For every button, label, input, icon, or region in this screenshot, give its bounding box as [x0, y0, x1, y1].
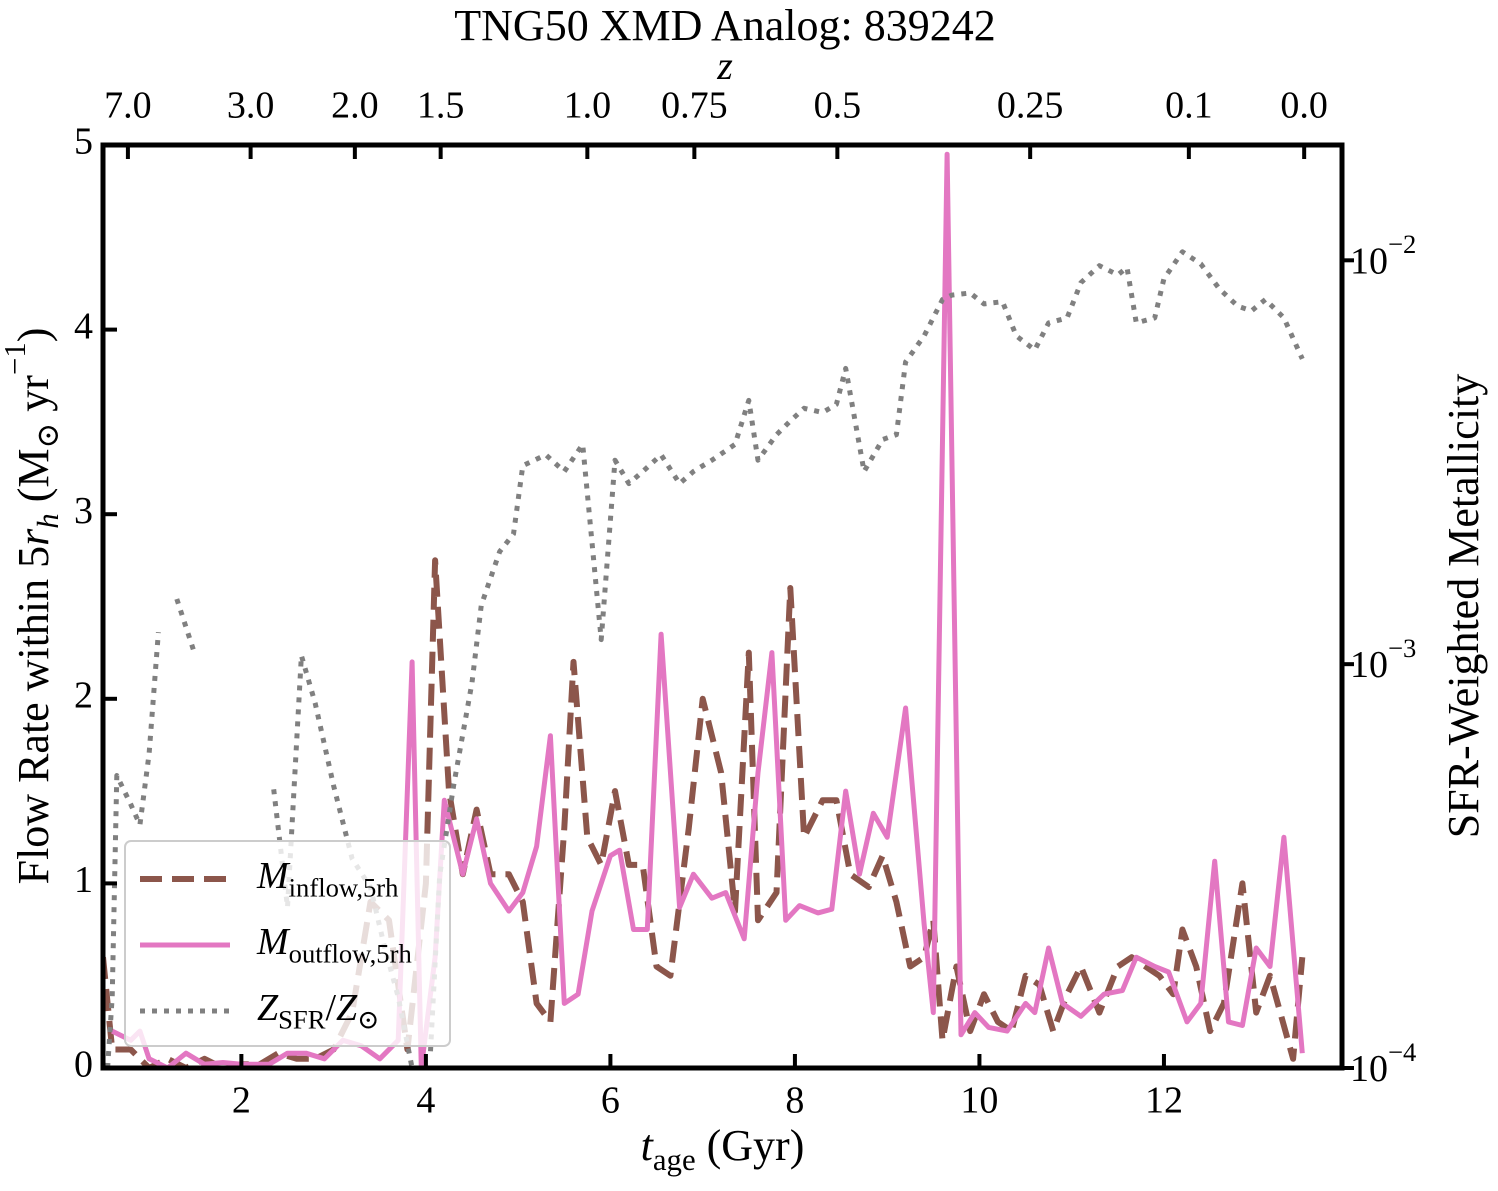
plot-frame	[100, 142, 1345, 1071]
y-tick-label: 0	[74, 1044, 93, 1086]
x2-axis-label: z	[716, 43, 733, 88]
text-part: r	[9, 528, 58, 546]
x2-tick-label: 3.0	[227, 85, 275, 127]
y-axis-label: Flow Rate within 5rh (M⊙ yr−1)	[0, 328, 65, 885]
text-part: )	[9, 328, 58, 343]
text-part: ⊙	[357, 1005, 379, 1035]
text-part: (Gyr)	[696, 1121, 805, 1170]
text-part: M	[256, 921, 291, 963]
y-tick-label: 4	[74, 305, 93, 347]
text-part: −3	[1388, 633, 1416, 663]
text-part: ⊙	[31, 423, 65, 449]
text-part: SFR	[278, 1005, 326, 1035]
text-part: (M	[9, 449, 58, 514]
y2-tick-label: 10−2	[1350, 229, 1416, 282]
text-part: 10	[1350, 644, 1388, 686]
text-part: −2	[1388, 229, 1416, 259]
text-part: M	[256, 855, 291, 897]
y2-tick-label: 10−4	[1350, 1037, 1416, 1090]
text-part: −4	[1388, 1037, 1416, 1067]
text-part: yr	[9, 375, 58, 423]
text-part: outflow,5rh	[289, 939, 412, 969]
text-part: age	[653, 1143, 696, 1177]
x-tick-label: 12	[1145, 1080, 1183, 1122]
chart-title: TNG50 XMD Analog: 839242	[454, 1, 995, 50]
x-axis-label: tage (Gyr)	[641, 1121, 805, 1177]
x2-tick-label: 2.0	[331, 85, 379, 127]
x-tick-label: 4	[416, 1080, 435, 1122]
y2-axis-label: SFR-Weighted Metallicity	[1439, 374, 1488, 839]
text-part: inflow,5rh	[289, 873, 399, 903]
legend-label: Minflow,5rh	[256, 855, 398, 903]
x2-tick-label: 1.0	[564, 85, 612, 127]
legend-label: ZSFR/Z⊙	[257, 987, 379, 1035]
y-tick-label: 3	[74, 490, 93, 532]
text-part: Z	[257, 987, 279, 1029]
y-tick-label: 1	[74, 859, 93, 901]
text-part: 10	[1350, 1048, 1388, 1090]
y-tick-label: 5	[74, 121, 93, 163]
text-part: 10	[1350, 240, 1388, 282]
text-part: h	[31, 513, 65, 528]
y-tick-label: 2	[74, 675, 93, 717]
x-tick-label: 10	[960, 1080, 998, 1122]
x-tick-label: 8	[785, 1080, 804, 1122]
text-part: t	[641, 1121, 655, 1170]
x2-tick-label: 0.25	[997, 85, 1064, 127]
legend-label: Moutflow,5rh	[256, 921, 412, 969]
x2-tick-label: 0.1	[1165, 85, 1213, 127]
text-part: Z	[336, 987, 358, 1029]
x-tick-label: 2	[232, 1080, 251, 1122]
text-part: −1	[0, 342, 32, 375]
text-part: /	[325, 987, 336, 1029]
x2-tick-label: 0.5	[814, 85, 862, 127]
x2-tick-label: 1.5	[417, 85, 465, 127]
x2-tick-label: 0.75	[661, 85, 728, 127]
series-line	[105, 249, 1305, 1068]
x2-tick-label: 0.0	[1280, 85, 1328, 127]
x2-tick-label: 7.0	[104, 85, 152, 127]
y2-tick-label: 10−3	[1350, 633, 1416, 686]
text-part: Flow Rate within 5	[9, 546, 58, 885]
x-tick-label: 6	[601, 1080, 620, 1122]
legend-box	[124, 840, 451, 1047]
